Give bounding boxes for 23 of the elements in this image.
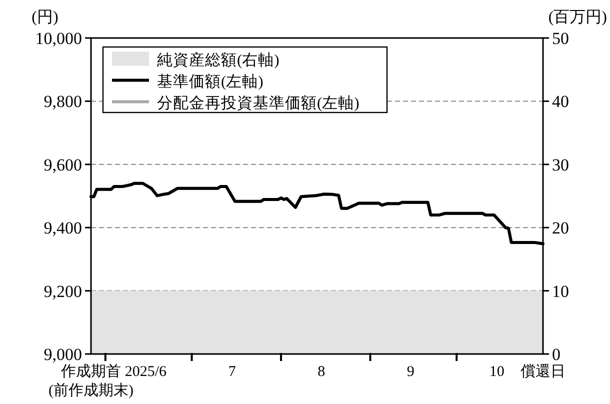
- legend-label: 分配金再投資基準価額(左軸): [157, 94, 360, 112]
- x-tick-label: 8: [318, 364, 326, 380]
- y2-tick-label: 30: [552, 155, 569, 174]
- y2-tick-label: 20: [552, 218, 569, 238]
- y2-tick-label: 40: [552, 92, 569, 112]
- y-tick-label: 9,000: [44, 345, 82, 364]
- legend-label: 基準価額(左軸): [157, 72, 264, 90]
- legend-label: 純資産総額(右軸): [157, 50, 280, 69]
- y-tick-label: 9,600: [44, 155, 82, 174]
- y2-tick-label: 10: [552, 282, 569, 301]
- x-tick-label: 9: [406, 364, 414, 380]
- y-axis-title: (円): [32, 9, 58, 26]
- y-tick-label: 9,200: [44, 282, 82, 301]
- y2-tick-label: 0: [552, 345, 560, 364]
- y-tick-label: 9,800: [44, 92, 82, 112]
- x-tick-label: 7: [228, 364, 236, 380]
- x-tick-label: 10: [489, 364, 504, 380]
- y2-axis-title: (百万円): [548, 9, 607, 26]
- x-tick-label: 2025/6: [124, 364, 168, 380]
- y-tick-label: 10,000: [35, 29, 82, 48]
- x-tick-label: 償還日: [520, 363, 566, 380]
- y2-tick-label: 50: [552, 29, 569, 48]
- y-tick-label: 9,400: [44, 218, 82, 238]
